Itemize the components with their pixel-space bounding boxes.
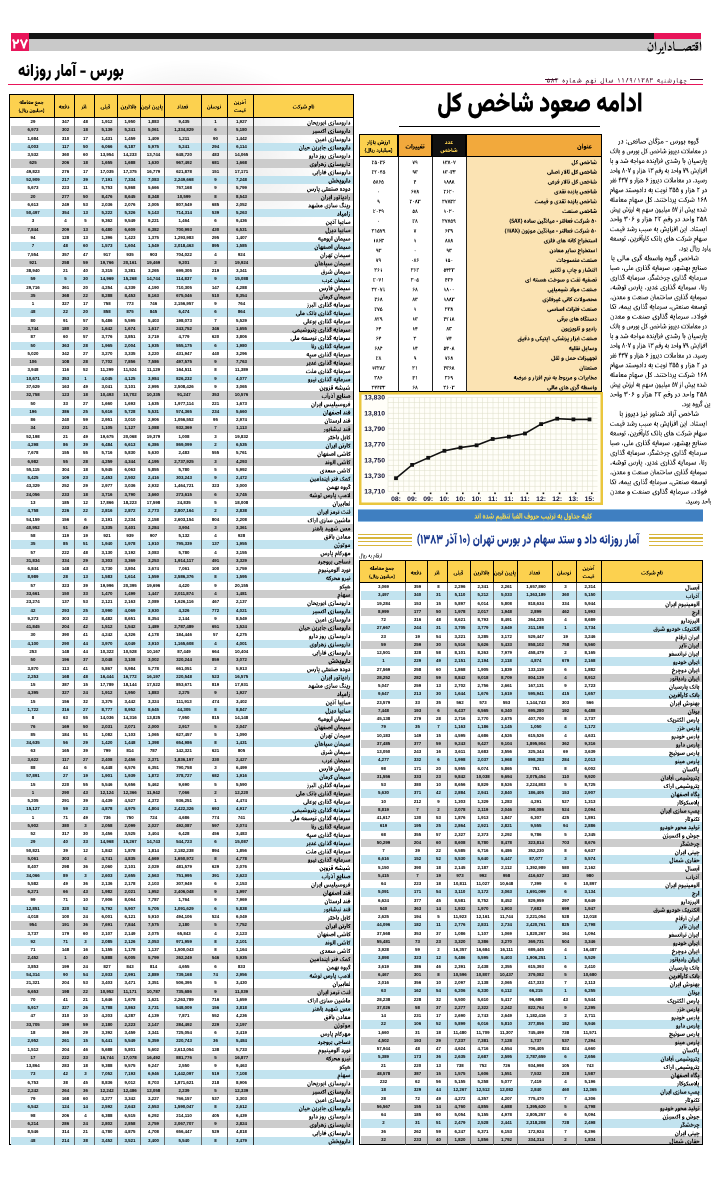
svg-text:11:: 11: <box>504 496 513 503</box>
svg-text:10:: 10: <box>439 496 449 503</box>
svg-text:13,750: 13,750 <box>364 457 385 464</box>
svg-text:13,710: 13,710 <box>364 489 385 496</box>
svg-text:10:: 10: <box>456 496 466 503</box>
svg-text:13,790: 13,790 <box>364 426 385 433</box>
svg-text:13,730: 13,730 <box>364 473 385 480</box>
svg-text:08:: 08: <box>391 496 401 503</box>
svg-text:15:: 15: <box>585 496 595 503</box>
svg-text:11:: 11: <box>488 496 497 503</box>
svg-text:09:: 09: <box>423 496 433 503</box>
svg-text:11:: 11: <box>520 496 529 503</box>
svg-text:09:: 09: <box>407 496 417 503</box>
svg-text:10:: 10: <box>472 496 482 503</box>
svg-text:12:: 12: <box>552 496 562 503</box>
svg-text:13,810: 13,810 <box>364 410 385 417</box>
svg-text:13:: 13: <box>568 496 578 503</box>
svg-text:12:: 12: <box>536 496 546 503</box>
svg-text:13,770: 13,770 <box>364 442 385 449</box>
svg-text:13,830: 13,830 <box>364 395 385 402</box>
